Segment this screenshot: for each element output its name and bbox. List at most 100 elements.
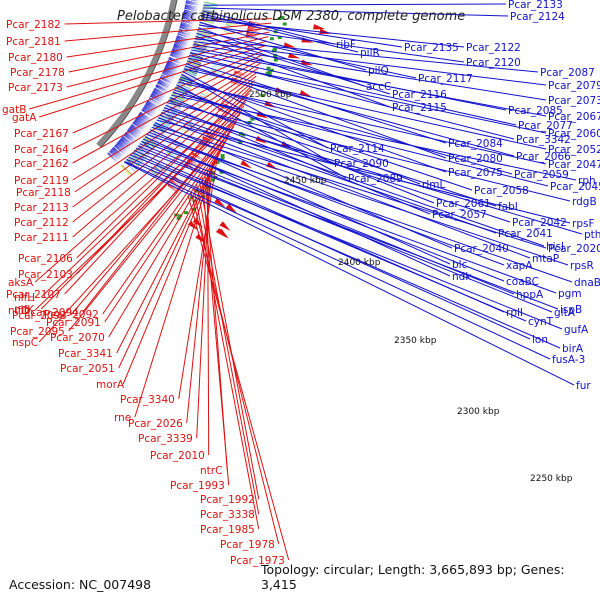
label-connector xyxy=(126,158,561,349)
gene-label-left: Pcar_2173 xyxy=(8,82,63,94)
scale-label-kbp: 2350 kbp xyxy=(394,336,437,346)
forward-gene-arrow xyxy=(172,46,187,52)
forward-gene-arrow xyxy=(117,142,129,152)
label-connector xyxy=(151,126,569,266)
forward-gene-arrow xyxy=(134,120,146,129)
reverse-gene-arrow xyxy=(214,198,226,208)
forward-gene-arrow xyxy=(163,68,177,75)
forward-gene-arrow xyxy=(107,152,119,163)
forward-gene-arrow xyxy=(177,33,191,39)
label-connector xyxy=(146,133,573,283)
reverse-gene-arrow xyxy=(246,32,260,37)
rna-marker xyxy=(280,16,285,20)
gene-function-block xyxy=(191,47,206,53)
gene-label-right: rpsF xyxy=(572,218,595,230)
forward-gene-arrow xyxy=(174,42,188,48)
gene-label-left: Pcar_3338 xyxy=(200,509,255,521)
forward-gene-arrow xyxy=(155,86,168,94)
gene-label-left: Pcar_2026 xyxy=(128,418,183,430)
rna-marker xyxy=(277,17,282,21)
gene-function-block xyxy=(201,14,216,19)
gene-label-right: Pcar_2080 xyxy=(448,153,503,165)
rna-marker xyxy=(267,70,272,74)
gene-label-left: Pcar_3341 xyxy=(58,348,113,360)
gene-label-right: ndk xyxy=(452,271,472,283)
forward-gene-arrow xyxy=(164,66,178,73)
label-connector xyxy=(72,49,265,134)
forward-gene-arrow xyxy=(129,127,141,136)
gene-function-block xyxy=(120,165,132,176)
gene-label-left: ntrC xyxy=(200,465,222,477)
gene-function-block xyxy=(188,55,203,62)
cluster-gene-block xyxy=(200,94,213,102)
gene-labels: Pcar_2182 Pcar_2181 Pcar_2180 Pcar_2178 Pcar… xyxy=(2,0,600,567)
gene-label-right: accC xyxy=(366,81,391,93)
reverse-gene-arrow xyxy=(225,203,237,214)
forward-gene-arrow xyxy=(147,100,160,109)
forward-gene-arrow xyxy=(160,76,173,84)
label-connector xyxy=(190,52,517,126)
label-connector xyxy=(74,67,260,193)
label-connector xyxy=(192,46,507,111)
label-connector xyxy=(168,99,497,207)
label-connector xyxy=(148,131,505,266)
rna-marker xyxy=(191,207,196,211)
gene-label-right: Pcar_2090 xyxy=(334,158,389,170)
label-connector xyxy=(157,117,531,259)
forward-gene-arrow xyxy=(142,108,155,117)
gene-label-right: Pcar_2059 xyxy=(514,169,569,181)
gene-label-right: birA xyxy=(562,343,584,355)
gene-label-right: Pcar_2045 xyxy=(550,181,600,193)
forward-gene-arrow xyxy=(184,7,199,11)
gene-label-left: Pcar_2070 xyxy=(50,332,105,344)
forward-gene-arrow xyxy=(180,24,194,29)
forward-gene-arrow xyxy=(150,94,164,102)
gene-label-right: Pcar_2042 xyxy=(512,217,567,229)
rna-marker xyxy=(250,117,255,121)
forward-gene-arrow xyxy=(158,79,172,86)
gene-label-right: Pcar_2087 xyxy=(540,67,595,79)
gene-label-right: Pcar_2047 xyxy=(548,159,600,171)
gene-label-right: dnaB xyxy=(574,277,600,289)
reverse-gene-arrow xyxy=(240,160,252,169)
label-connector xyxy=(193,187,260,530)
forward-gene-arrow xyxy=(137,115,150,124)
label-connector xyxy=(72,62,261,181)
label-connector xyxy=(134,158,216,418)
gene-label-right: Pcar_2089 xyxy=(348,173,403,185)
gene-label-left: Pcar_2111 xyxy=(14,232,69,244)
gene-function-block xyxy=(196,34,210,40)
forward-gene-arrow xyxy=(168,58,182,64)
rna-marker xyxy=(206,186,211,190)
gene-label-left: Pcar_2091 xyxy=(46,317,101,329)
forward-gene-arrow xyxy=(166,61,180,68)
forward-gene-arrow xyxy=(180,22,195,27)
forward-gene-arrow xyxy=(181,20,195,25)
label-connector xyxy=(196,32,391,95)
forward-gene-arrow xyxy=(139,113,151,122)
gene-label-right: fusA-3 xyxy=(552,354,585,366)
gene-function-block xyxy=(201,12,216,16)
forward-gene-arrow xyxy=(158,80,171,88)
label-connector xyxy=(173,89,473,191)
forward-gene-arrow xyxy=(121,136,133,147)
gene-label-left: Pcar_2051 xyxy=(60,363,115,375)
reverse-gene-arrow xyxy=(187,220,199,231)
gene-function-block xyxy=(153,123,167,132)
forward-gene-arrow xyxy=(116,142,128,153)
forward-gene-arrow xyxy=(165,64,179,71)
forward-gene-arrow xyxy=(170,52,184,58)
forward-gene-arrow xyxy=(115,144,127,154)
rna-marker xyxy=(282,22,287,26)
reverse-gene-arrow xyxy=(313,24,326,30)
forward-gene-arrow xyxy=(129,126,141,136)
gene-function-block xyxy=(197,28,212,34)
forward-gene-arrow xyxy=(126,130,138,140)
gene-label-left: Pcar_3339 xyxy=(138,433,193,445)
forward-gene-arrow xyxy=(166,63,180,70)
gene-label-left: Pcar_2103 xyxy=(18,269,73,281)
rna-marker xyxy=(266,66,271,70)
forward-gene-arrow xyxy=(122,136,134,146)
label-connector xyxy=(171,94,577,181)
gene-label-left: Pcar_2113 xyxy=(14,202,69,214)
